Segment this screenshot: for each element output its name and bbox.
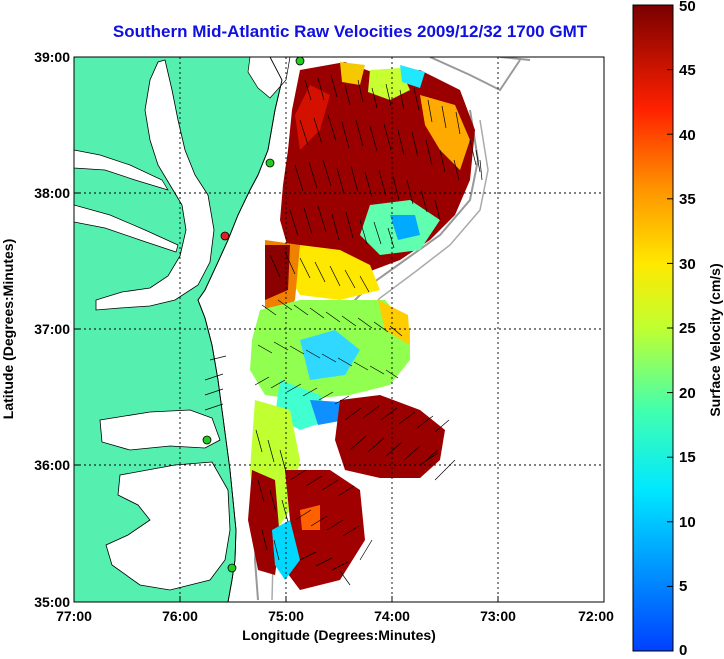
velocity-field: [248, 62, 475, 590]
colorbar-tick-label: 35: [679, 191, 696, 208]
velocity-vectors: [204, 74, 483, 586]
x-axis-label: Longitude (Degrees:Minutes): [242, 627, 436, 643]
colorbar-tick-label: 5: [679, 578, 687, 595]
potomac-river: [74, 149, 169, 191]
colorbar-tick-label: 0: [679, 642, 687, 659]
y-axis-label: Latitude (Degrees:Minutes): [0, 239, 16, 419]
grid-lines: [74, 57, 604, 602]
colorbar-tick-label: 15: [679, 449, 696, 466]
delaware-bay: [247, 57, 291, 99]
colorbar-tick-label: 30: [679, 256, 696, 273]
map-title: Southern Mid-Atlantic Raw Velocities 200…: [112, 22, 588, 41]
y-tick-label: 37:00: [34, 321, 70, 337]
rappahannock-river: [74, 204, 179, 253]
colorbar-tick-label: 20: [679, 385, 696, 402]
radar-stations: [202, 57, 305, 573]
pamlico-sound: [105, 461, 231, 591]
y-tick-label: 39:00: [34, 49, 70, 65]
x-tick-label: 75:00: [268, 608, 304, 624]
x-tick-label: 73:00: [480, 608, 516, 624]
y-tick-label: 35:00: [34, 594, 70, 610]
colorbar-tick-label: 10: [679, 514, 696, 531]
colorbar-tick-label: 50: [679, 0, 696, 15]
colorbar-tick-label: 25: [679, 320, 696, 337]
y-tick-label: 36:00: [34, 457, 70, 473]
coastline-barrier: [197, 57, 283, 602]
tick-marks: [74, 192, 499, 602]
x-tick-label: 77:00: [56, 608, 92, 624]
colorbar-tick-label: 40: [679, 127, 696, 144]
chesapeake-bay: [95, 59, 215, 311]
x-tick-label: 72:00: [578, 608, 614, 624]
colorbar-tick-label: 45: [679, 62, 696, 79]
x-tick-label: 76:00: [162, 608, 198, 624]
colorbar-ticks: [667, 4, 673, 652]
albemarle-sound: [99, 409, 221, 451]
y-tick-label: 38:00: [34, 185, 70, 201]
x-tick-label: 74:00: [374, 608, 410, 624]
colorbar: [632, 4, 674, 652]
colorbar-label: Surface Velocity (cm/s): [707, 263, 723, 416]
